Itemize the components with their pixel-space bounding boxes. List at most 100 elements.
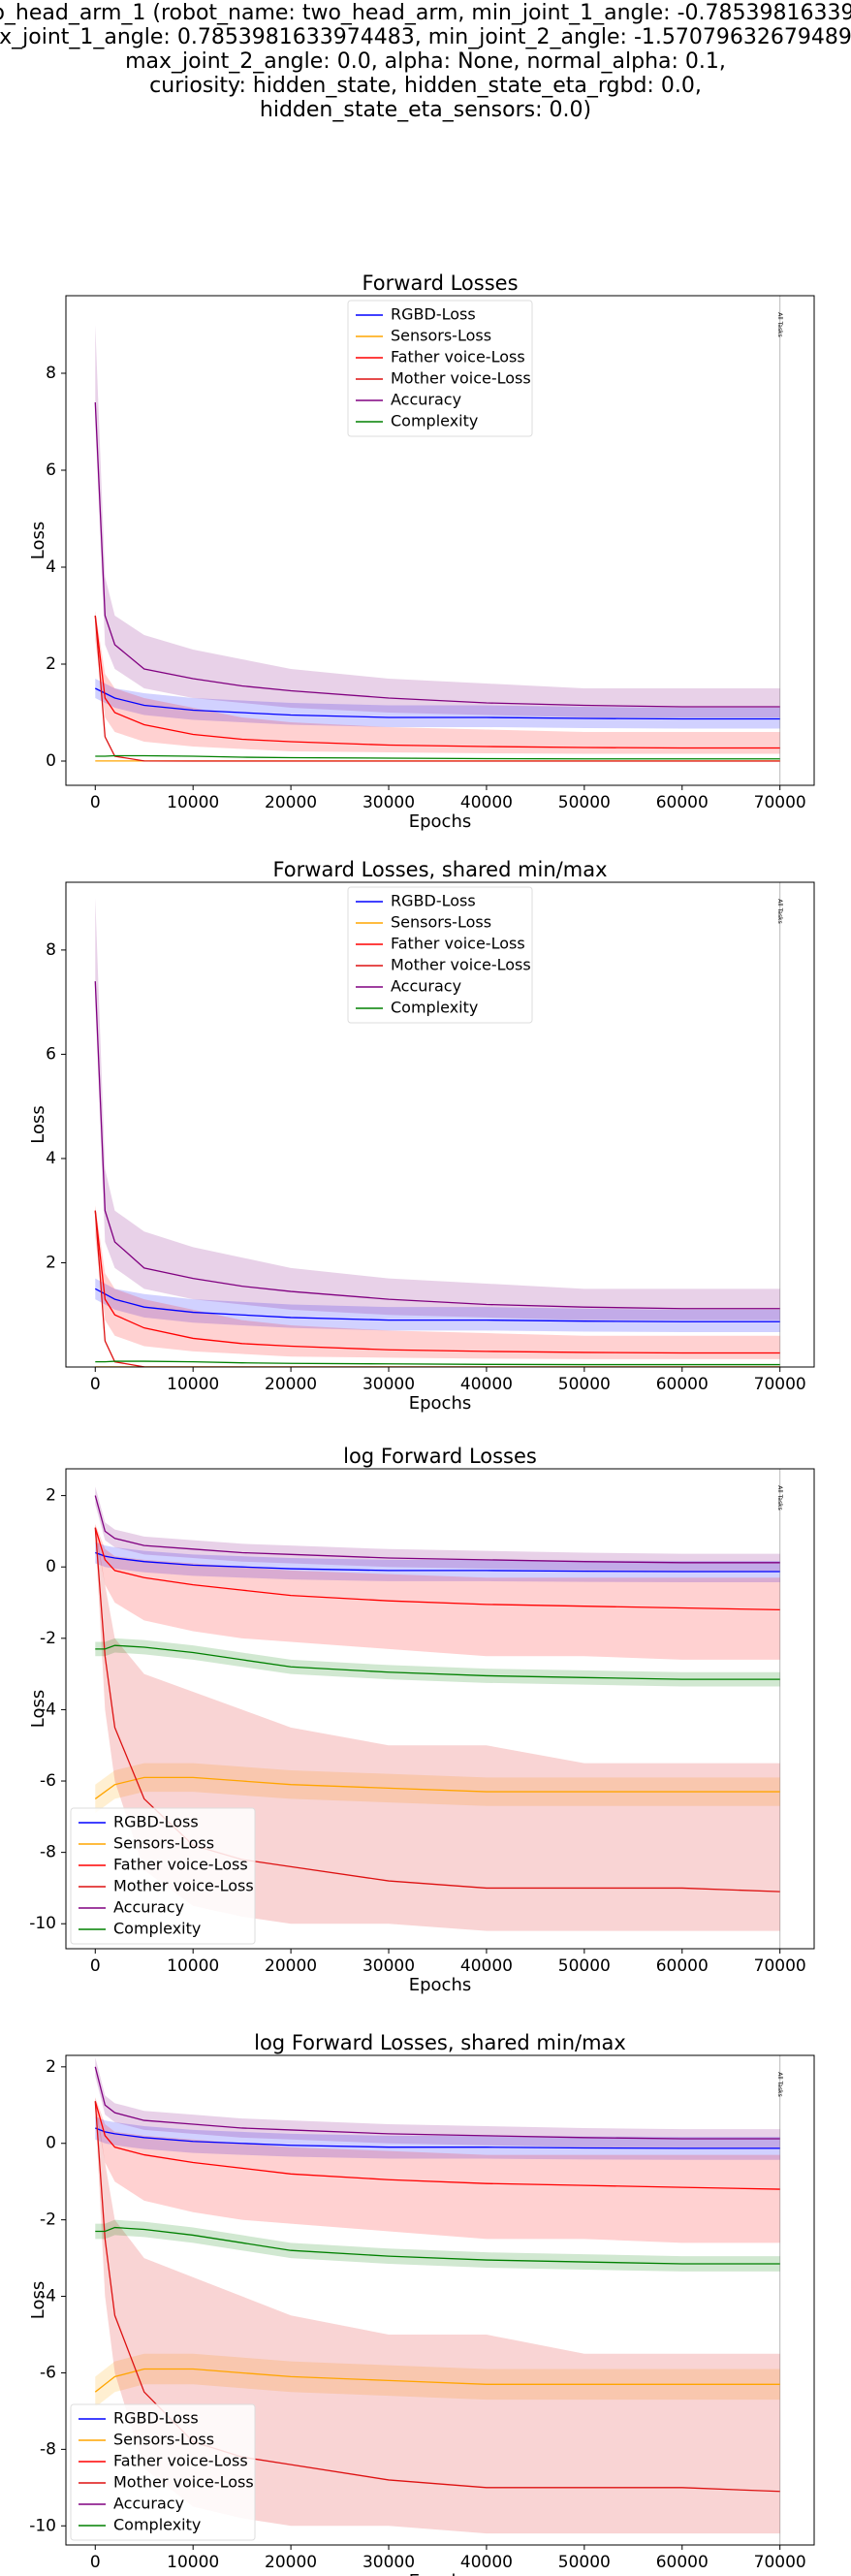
y-tick-label: -8: [40, 1843, 56, 1862]
y-tick-label: 8: [46, 364, 56, 383]
x-axis-label: Epochs: [409, 2571, 472, 2576]
series-line: [95, 1644, 780, 1680]
plot-frame: [65, 295, 815, 786]
chart-title: Forward Losses: [362, 271, 518, 295]
min-max-band: [95, 898, 780, 1320]
y-axis-label: Loss: [28, 1105, 48, 1143]
legend-label: Complexity: [113, 2516, 201, 2534]
legend-label: Sensors-Loss: [113, 1834, 214, 1853]
y-tick-label: 2: [46, 2057, 56, 2077]
y-tick-label: -4: [40, 1700, 56, 1719]
suptitle-line: max_joint_1_angle: 0.7853981633974483, m…: [0, 25, 851, 49]
y-tick-label: -6: [40, 2363, 56, 2382]
x-tick-label: 20000: [265, 2553, 317, 2572]
plot-area: [94, 296, 781, 785]
series-line: [94, 687, 780, 720]
x-tick-label: 10000: [167, 1956, 219, 1976]
legend-label: Sensors-Loss: [391, 327, 491, 345]
series-line: [94, 1210, 780, 1354]
series-line: [94, 2101, 780, 2190]
min-max-band: [95, 2219, 780, 2272]
x-tick-label: 50000: [558, 793, 611, 812]
y-tick-label: -2: [40, 2210, 56, 2230]
suptitle-line: ect_two_head_arm_1 (robot_name: two_head…: [0, 1, 851, 25]
task-label: All Tasks: [776, 1485, 783, 1510]
plot-frame: [65, 881, 815, 1368]
series-line: [95, 1551, 780, 1573]
min-max-band: [95, 679, 780, 729]
min-max-band: [95, 2353, 780, 2407]
series-line: [94, 2101, 780, 2493]
suptitle-line: hidden_state_eta_sensors: 0.0): [260, 98, 591, 122]
x-tick-label: 20000: [265, 1956, 317, 1976]
legend-label: Father voice-Loss: [113, 1856, 248, 1874]
min-max-band: [95, 611, 780, 754]
min-max-band: [95, 1524, 780, 1660]
y-tick-label: 4: [46, 557, 56, 577]
task-label: All Tasks: [776, 2072, 783, 2096]
x-tick-label: 30000: [362, 793, 415, 812]
series-line: [94, 981, 780, 1310]
suptitle-line: curiosity: hidden_state, hidden_state_et…: [149, 74, 702, 98]
x-tick-label: 60000: [656, 2553, 709, 2572]
legend: RGBD-Loss Sensors-Loss Father voice-Loss Mo…: [70, 1807, 256, 1945]
series-line: [94, 401, 780, 708]
x-tick-label: 50000: [558, 1375, 611, 1394]
series-line: [95, 2226, 780, 2265]
x-tick-label: 30000: [362, 1375, 415, 1394]
series-line: [94, 1527, 780, 1611]
y-tick-label: 2: [46, 1253, 56, 1272]
min-max-band: [95, 2056, 780, 2148]
legend-box: [70, 1807, 256, 1945]
plot-area: [94, 1469, 781, 1949]
x-tick-label: 40000: [460, 1375, 513, 1394]
min-max-band: [95, 1486, 780, 1572]
series-line: [94, 1776, 780, 1799]
y-tick-label: 4: [46, 1149, 56, 1168]
x-axis-label: Epochs: [409, 1975, 472, 1995]
y-axis-label: Loss: [28, 1690, 48, 1728]
x-tick-label: 70000: [754, 1956, 806, 1976]
min-max-band: [95, 1278, 780, 1332]
y-tick-label: 6: [46, 461, 56, 480]
y-tick-label: -10: [29, 1914, 56, 1933]
series-line: [94, 2066, 780, 2140]
legend: RGBD-Loss Sensors-Loss Father voice-Loss Mo…: [347, 300, 533, 437]
legend: RGBD-Loss Sensors-Loss Father voice-Loss Mo…: [70, 2403, 256, 2541]
x-tick-label: 40000: [460, 793, 513, 812]
y-tick-label: -8: [40, 2439, 56, 2459]
y-tick-label: 0: [46, 1557, 56, 1576]
legend-label: Complexity: [113, 1920, 201, 1938]
plot-frame: [65, 1468, 815, 1950]
legend-box: [347, 300, 533, 437]
x-tick-label: 10000: [167, 1375, 219, 1394]
min-max-band: [95, 2097, 780, 2534]
series-line: [94, 1495, 780, 1564]
legend-label: RGBD-Loss: [113, 1813, 199, 1831]
x-tick-label: 60000: [656, 793, 709, 812]
chart-title: log Forward Losses: [343, 1445, 537, 1468]
legend-label: Accuracy: [391, 391, 461, 409]
legend-label: Complexity: [391, 412, 478, 430]
legend-label: Mother voice-Loss: [113, 2473, 254, 2492]
y-tick-label: 8: [46, 940, 56, 960]
legend-label: Father voice-Loss: [391, 935, 525, 953]
plot-frame: [65, 2054, 815, 2546]
x-tick-label: 70000: [754, 1375, 806, 1394]
task-label: All Tasks: [776, 899, 783, 923]
x-tick-label: 60000: [656, 1375, 709, 1394]
y-tick-label: 2: [46, 654, 56, 674]
legend-label: Father voice-Loss: [113, 2452, 248, 2470]
y-axis-label: Loss: [28, 522, 48, 559]
legend-label: RGBD-Loss: [391, 892, 476, 910]
legend-label: Complexity: [391, 999, 478, 1017]
y-tick-label: 2: [46, 1486, 56, 1506]
series-line: [95, 1360, 780, 1366]
y-tick-label: -10: [29, 2516, 56, 2535]
series-line: [94, 615, 780, 749]
x-tick-label: 10000: [167, 793, 219, 812]
x-tick-label: 70000: [754, 2553, 806, 2572]
x-tick-label: 10000: [167, 2553, 219, 2572]
legend-label: Father voice-Loss: [391, 348, 525, 366]
